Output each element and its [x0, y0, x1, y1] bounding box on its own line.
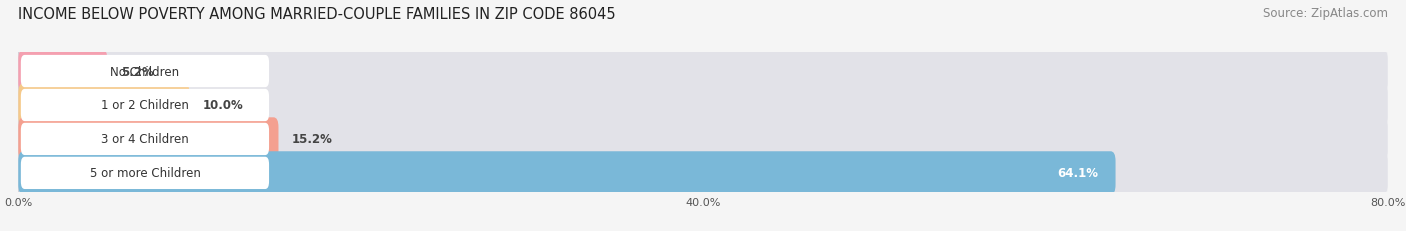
- FancyBboxPatch shape: [18, 118, 1388, 161]
- FancyBboxPatch shape: [21, 56, 269, 88]
- FancyBboxPatch shape: [18, 50, 107, 93]
- Text: 5 or more Children: 5 or more Children: [90, 167, 201, 180]
- Text: 10.0%: 10.0%: [202, 99, 243, 112]
- Text: INCOME BELOW POVERTY AMONG MARRIED-COUPLE FAMILIES IN ZIP CODE 86045: INCOME BELOW POVERTY AMONG MARRIED-COUPL…: [18, 7, 616, 22]
- Text: 15.2%: 15.2%: [292, 133, 333, 146]
- Text: 64.1%: 64.1%: [1057, 167, 1098, 180]
- Text: 5.2%: 5.2%: [121, 65, 153, 78]
- Text: 3 or 4 Children: 3 or 4 Children: [101, 133, 188, 146]
- FancyBboxPatch shape: [18, 84, 1388, 127]
- FancyBboxPatch shape: [18, 50, 1388, 93]
- FancyBboxPatch shape: [21, 157, 269, 189]
- FancyBboxPatch shape: [18, 152, 1115, 195]
- Text: 1 or 2 Children: 1 or 2 Children: [101, 99, 188, 112]
- FancyBboxPatch shape: [21, 89, 269, 122]
- Text: No Children: No Children: [111, 65, 180, 78]
- Text: Source: ZipAtlas.com: Source: ZipAtlas.com: [1263, 7, 1388, 20]
- FancyBboxPatch shape: [18, 152, 1388, 195]
- FancyBboxPatch shape: [21, 123, 269, 155]
- FancyBboxPatch shape: [18, 84, 190, 127]
- FancyBboxPatch shape: [18, 118, 278, 161]
